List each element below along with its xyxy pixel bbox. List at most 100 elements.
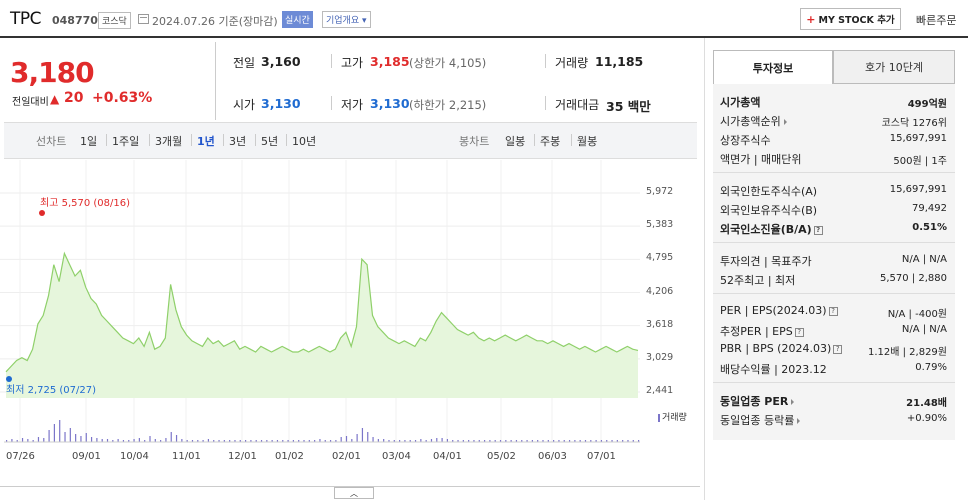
volume-bar	[101, 439, 103, 442]
lower-limit: (하한가 2,215)	[409, 98, 487, 112]
info-value: 15,697,991	[889, 184, 947, 195]
volume-bar	[202, 440, 204, 442]
y-tick-label: 5,972	[646, 186, 674, 197]
quote-divider	[331, 96, 332, 110]
tab-candle[interactable]: 일봉	[505, 135, 526, 148]
volume-bar	[553, 440, 555, 442]
info-value: 코스닥 1276위	[881, 118, 947, 129]
volume-bar	[80, 436, 82, 442]
y-tick-label: 4,206	[646, 285, 674, 297]
tab-period[interactable]: 1일	[80, 135, 98, 148]
info-label: 액면가 | 매매단위	[720, 151, 802, 167]
tab-candle[interactable]: 주봉	[540, 135, 561, 148]
x-tick-label: 06/03	[538, 451, 567, 462]
volume-bar	[611, 440, 613, 442]
volume-bar	[505, 440, 507, 442]
y-tick-label: 2,441	[646, 385, 674, 396]
info-label-text: PER | EPS(2024.03)	[720, 304, 827, 317]
volume-bar	[255, 440, 257, 442]
volume-bar	[468, 440, 470, 442]
price-chart[interactable]: 최고 5,570 (08/16) 최저 2,725 (07/27)	[0, 160, 700, 490]
arrow-right-icon[interactable]	[791, 399, 795, 405]
tab-period[interactable]: 10년	[292, 135, 317, 148]
volume-bar	[223, 440, 225, 442]
volume-bar	[590, 440, 592, 442]
line-chart-label: 선차트	[36, 135, 67, 148]
arrow-right-icon[interactable]	[797, 418, 801, 424]
volume-bar	[356, 434, 358, 442]
tab-divider	[191, 134, 192, 146]
info-label: 시가총액순위	[720, 113, 787, 129]
volume-bar	[515, 440, 518, 442]
volume-bar	[59, 420, 61, 442]
volume-bars	[6, 420, 640, 442]
info-value: 5,570 | 2,880	[880, 273, 947, 284]
help-icon[interactable]: ?	[828, 306, 838, 316]
info-label-text: 외국인소진율(B/A)	[720, 223, 812, 236]
volume-bar	[138, 438, 140, 442]
info-label-text: 52주최고 | 최저	[720, 274, 796, 287]
help-icon[interactable]: ?	[813, 225, 823, 235]
help-icon[interactable]: ?	[794, 327, 804, 337]
tab-candle[interactable]: 월봉	[577, 135, 598, 148]
x-tick-label: 12/01	[228, 451, 257, 462]
info-label: 상장주식수	[720, 132, 771, 148]
x-tick-label: 07/26	[6, 451, 35, 462]
info-label: PBR | BPS (2024.03)?	[720, 342, 843, 355]
x-tick-label: 07/01	[587, 451, 616, 462]
info-label: 추정PER | EPS?	[720, 323, 804, 339]
volume-bar	[441, 438, 443, 442]
high-value: 3,185	[370, 54, 410, 69]
quick-order-link[interactable]: 빠른주문	[916, 14, 957, 27]
tab-period[interactable]: 1주일	[112, 135, 140, 148]
volume-bar	[133, 439, 135, 442]
high-annotation: 최고 5,570 (08/16)	[40, 197, 130, 209]
volume-legend: 거래량	[658, 410, 687, 423]
tab-invest-info[interactable]: 투자정보	[713, 50, 833, 84]
volume-bar	[547, 440, 549, 442]
info-value: 15,697,991	[889, 133, 947, 144]
tab-period[interactable]: 1년	[197, 135, 215, 148]
tab-period[interactable]: 3년	[229, 135, 247, 148]
date-text: 2024.07.26 기준(장마감)	[152, 15, 278, 28]
info-label-text: 시가총액	[720, 96, 761, 109]
volume-bar	[393, 440, 395, 442]
volume-bar	[244, 440, 247, 442]
volume-bar	[568, 440, 571, 442]
volume-bar	[478, 440, 480, 442]
corp-info-dropdown[interactable]: 기업개요 ▾	[322, 11, 371, 28]
info-label-text: PBR | BPS (2024.03)	[720, 342, 832, 355]
arrow-right-icon[interactable]	[783, 119, 787, 125]
volume-bar	[75, 434, 77, 442]
up-triangle-icon: ▲	[50, 92, 60, 106]
info-label: 동일업종 PER	[720, 393, 795, 409]
info-label-text: 외국인보유주식수(B)	[720, 204, 818, 217]
tab-period[interactable]: 5년	[261, 135, 279, 148]
volume-bar	[579, 440, 581, 442]
info-divider	[713, 172, 955, 173]
mystock-add-button[interactable]: + MY STOCK 추가	[800, 8, 901, 30]
info-label: 시가총액	[720, 94, 760, 110]
volume-bar	[287, 440, 289, 442]
tab-divider	[571, 134, 572, 146]
info-label: 동일업종 등락률	[720, 412, 801, 428]
volume-bar	[542, 440, 544, 442]
volume-bar	[351, 439, 353, 442]
tab-period[interactable]: 3개월	[155, 135, 183, 148]
tab-hoga[interactable]: 호가 10단계	[833, 50, 955, 84]
volume-bar	[85, 433, 87, 442]
volume-label: 거래량	[555, 56, 589, 70]
collapse-button[interactable]: ︿	[334, 487, 374, 499]
volume-bar	[420, 439, 422, 442]
info-label: 외국인한도주식수(A)	[720, 183, 817, 199]
x-tick-label: 04/01	[433, 451, 462, 462]
volume-bar	[90, 437, 93, 442]
volume-bar	[483, 440, 486, 442]
volume-bar	[489, 440, 491, 442]
volume-bar	[48, 430, 50, 442]
help-icon[interactable]: ?	[833, 344, 843, 354]
realtime-badge[interactable]: 실시간	[282, 11, 313, 28]
volume-bar	[117, 439, 119, 442]
x-tick-label: 11/01	[172, 451, 201, 462]
volume-bar	[521, 440, 523, 442]
